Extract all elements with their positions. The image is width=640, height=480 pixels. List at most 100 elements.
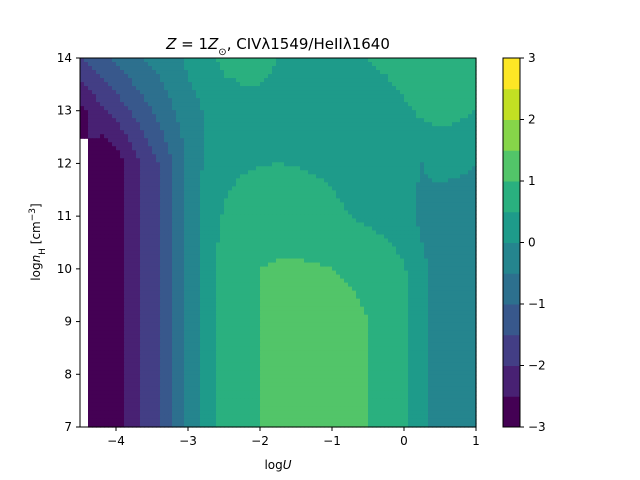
contour-cell (360, 70, 365, 75)
contour-cell (292, 218, 297, 224)
contour-cell (448, 62, 453, 67)
contour-cell (108, 202, 113, 207)
contour-cell (152, 138, 157, 143)
contour-cell (288, 198, 293, 203)
contour-cell (420, 186, 425, 191)
contour-cell (132, 182, 137, 187)
contour-cell (412, 154, 417, 159)
contour-cell (452, 174, 457, 179)
contour-cell (400, 58, 405, 63)
contour-cell (360, 102, 365, 107)
contour-cell (440, 114, 445, 119)
contour-cell (436, 70, 441, 75)
contour-cell (340, 178, 345, 183)
contour-cell (312, 186, 317, 191)
contour-cell (320, 146, 325, 151)
contour-cell (432, 78, 437, 83)
contour-cell (336, 146, 341, 151)
contour-cell (304, 58, 309, 63)
contour-cell (408, 222, 413, 228)
contour-cell (172, 254, 177, 260)
contour-cell (192, 102, 197, 107)
contour-cell (468, 234, 473, 240)
contour-cell (92, 126, 97, 131)
contour-cell (456, 198, 461, 203)
contour-cell (312, 246, 317, 252)
contour-cell (308, 90, 313, 95)
contour-cell (208, 66, 213, 71)
contour-cell (440, 118, 445, 123)
contour-cell (88, 142, 93, 147)
contour-cell (220, 234, 225, 240)
contour-cell (468, 130, 473, 135)
contour-cell (416, 78, 421, 83)
contour-cell (228, 194, 233, 199)
contour-cell (268, 170, 273, 175)
contour-cell (168, 186, 173, 191)
contour-cell (204, 82, 209, 87)
contour-cell (260, 246, 265, 252)
contour-cell (220, 106, 225, 111)
contour-cell (144, 58, 149, 63)
contour-cell (128, 162, 133, 167)
contour-cell (380, 226, 385, 232)
contour-cell (380, 214, 385, 220)
contour-cell (352, 102, 357, 107)
contour-cell (176, 122, 181, 127)
contour-cell (240, 138, 245, 143)
contour-cell (280, 166, 285, 171)
contour-cell (132, 206, 137, 212)
contour-cell (420, 146, 425, 151)
contour-cell (172, 234, 177, 240)
contour-cell (332, 78, 337, 83)
contour-cell (168, 226, 173, 232)
contour-cell (204, 258, 209, 264)
contour-cell (252, 86, 257, 91)
contour-cell (352, 94, 357, 99)
contour-cell (188, 66, 193, 71)
contour-cell (316, 186, 321, 191)
contour-cell (460, 166, 465, 171)
contour-cell (280, 238, 285, 244)
contour-cell (432, 178, 437, 183)
contour-cell (444, 110, 449, 115)
contour-cell (392, 114, 397, 119)
contour-cell (396, 206, 401, 212)
contour-cell (112, 78, 117, 83)
contour-cell (100, 102, 105, 107)
contour-cell (460, 138, 465, 143)
contour-cell (200, 58, 205, 63)
contour-cell (420, 226, 425, 232)
contour-cell (256, 126, 261, 131)
contour-cell (360, 258, 365, 264)
contour-cell (160, 178, 165, 183)
contour-cell (228, 222, 233, 228)
contour-cell (312, 242, 317, 248)
contour-cell (104, 258, 109, 264)
contour-cell (160, 122, 165, 127)
contour-cell (368, 90, 373, 95)
contour-cell (272, 202, 277, 207)
contour-cell (372, 250, 377, 256)
contour-cell (204, 190, 209, 195)
contour-cell (292, 242, 297, 248)
contour-cell (392, 230, 397, 236)
contour-cell (108, 190, 113, 195)
contour-cell (460, 102, 465, 107)
contour-cell (104, 250, 109, 256)
contour-cell (256, 102, 261, 107)
contour-cell (244, 202, 249, 207)
contour-cell (328, 258, 333, 264)
contour-cell (156, 82, 161, 87)
contour-cell (472, 234, 477, 240)
contour-cell (196, 218, 201, 224)
contour-cell (224, 114, 229, 119)
contour-cell (348, 58, 353, 63)
contour-cell (248, 62, 253, 67)
contour-cell (396, 234, 401, 240)
contour-cell (108, 214, 113, 220)
contour-cell (324, 202, 329, 207)
contour-cell (160, 110, 165, 115)
contour-cell (332, 190, 337, 195)
contour-cell (312, 142, 317, 147)
